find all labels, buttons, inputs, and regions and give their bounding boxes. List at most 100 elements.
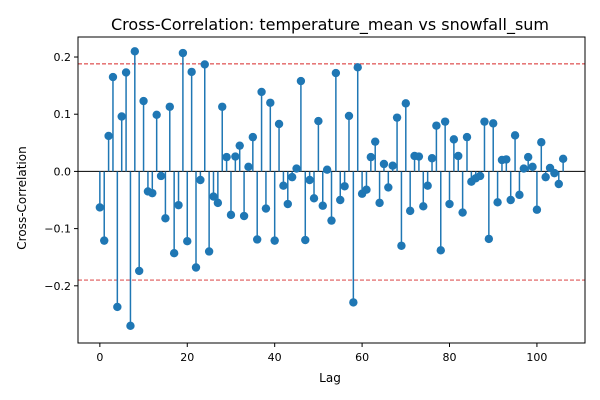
stem-marker: [532, 205, 542, 214]
y-tick-label: −0.1: [44, 223, 71, 236]
stem-marker: [139, 96, 148, 106]
stem-marker: [218, 102, 227, 111]
stem-marker: [270, 236, 279, 245]
chart-title: Cross-Correlation: temperature_mean vs s…: [111, 15, 549, 35]
stem-marker: [301, 235, 310, 245]
stem-marker: [239, 211, 249, 221]
stem-marker: [292, 164, 301, 173]
stem-marker: [484, 234, 494, 244]
stem-marker: [174, 200, 183, 210]
stem-marker: [458, 208, 467, 217]
stem-marker: [322, 165, 332, 174]
stem-marker: [371, 137, 380, 146]
stem-marker: [261, 204, 271, 213]
stem-marker: [510, 131, 520, 140]
stem-marker: [331, 68, 341, 78]
stem-marker: [296, 76, 306, 86]
stem-marker: [440, 117, 450, 126]
stem-marker: [156, 171, 166, 181]
stem-marker: [226, 210, 236, 220]
stem-marker: [489, 119, 498, 128]
stem-marker: [95, 203, 105, 212]
stem-marker: [248, 132, 258, 142]
stem-marker: [165, 102, 174, 111]
stem-marker: [327, 216, 336, 225]
stem-marker: [266, 98, 275, 107]
stem-marker: [454, 151, 463, 161]
x-axis-label: Lag: [319, 371, 341, 385]
stem-marker: [366, 152, 376, 162]
stem-marker: [401, 99, 411, 108]
stem-marker: [257, 87, 266, 97]
stem-marker: [519, 164, 529, 173]
stem-marker: [274, 119, 284, 129]
x-tick-label: 0: [96, 351, 103, 364]
stem-marker: [113, 302, 122, 312]
stem-marker: [375, 198, 384, 208]
stem-marker: [558, 154, 568, 164]
stem-marker: [336, 195, 345, 205]
stem-marker: [528, 162, 537, 172]
x-tick-label: 20: [180, 351, 194, 364]
stem-marker: [397, 241, 406, 250]
stem-marker: [314, 116, 323, 126]
x-tick-label: 40: [268, 351, 282, 364]
stem-marker: [148, 188, 157, 198]
stem-marker: [305, 175, 314, 185]
stem-marker: [283, 199, 292, 209]
stem-marker: [178, 48, 188, 58]
stem-marker: [436, 246, 445, 255]
stem-marker: [353, 63, 362, 72]
stem-marker: [384, 183, 393, 192]
stem-marker: [449, 135, 459, 144]
x-tick-label: 100: [526, 351, 547, 364]
stem-marker: [196, 175, 205, 185]
stem-marker: [340, 182, 349, 191]
stem-marker: [480, 117, 489, 126]
stem-marker: [506, 195, 515, 205]
stem-marker: [462, 132, 472, 142]
stem-marker: [200, 60, 209, 69]
y-tick-label: 0.2: [54, 51, 72, 64]
stem-marker: [423, 181, 432, 190]
stem-marker: [252, 235, 262, 244]
stem-marker: [231, 152, 240, 161]
stem-marker: [405, 206, 415, 216]
stem-marker: [108, 72, 118, 82]
stem-marker: [213, 198, 223, 208]
stem-marker: [362, 185, 371, 194]
stem-marker: [204, 247, 214, 256]
stem-marker: [152, 110, 161, 119]
stem-marker: [379, 159, 389, 169]
stem-marker: [191, 263, 201, 272]
stem-marker: [100, 236, 109, 245]
stem-marker: [523, 152, 533, 162]
stem-marker: [344, 111, 354, 121]
stem-marker: [392, 113, 402, 122]
y-axis-label: Cross-Correlation: [15, 146, 29, 249]
stem-marker: [287, 172, 297, 182]
stem-marker: [493, 198, 502, 207]
stem-marker: [209, 192, 218, 201]
stem-marker: [541, 172, 550, 182]
stem-marker: [419, 202, 428, 211]
stem-marker: [235, 141, 244, 150]
stem-marker: [388, 161, 397, 170]
stem-marker: [502, 155, 511, 164]
stem-marker: [432, 121, 441, 130]
stem-marker: [187, 67, 196, 77]
stem-marker: [161, 214, 170, 223]
stem-marker: [550, 168, 559, 178]
y-tick-label: −0.2: [44, 280, 71, 293]
y-tick-label: 0.0: [54, 165, 72, 178]
stem-marker: [349, 298, 358, 307]
stem-marker: [130, 47, 140, 56]
stem-marker: [309, 194, 319, 203]
stem-marker: [554, 179, 563, 189]
stem-marker: [279, 181, 288, 190]
y-tick-label: 0.1: [54, 108, 72, 121]
stem-marker: [117, 112, 126, 121]
stem-marker: [445, 199, 454, 209]
x-tick-label: 60: [355, 351, 369, 364]
